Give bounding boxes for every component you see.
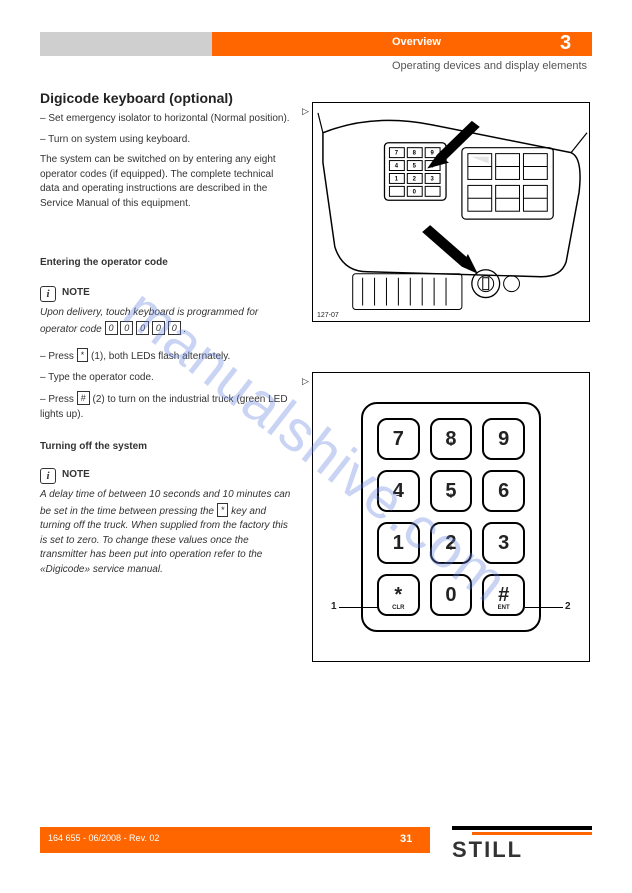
- svg-text:1: 1: [395, 176, 399, 182]
- keypad-key-6[interactable]: 6–: [482, 470, 525, 512]
- list-item: Set emergency isolator to horizontal (No…: [40, 112, 295, 127]
- header-band: [0, 32, 632, 56]
- keypad-key-7[interactable]: 7: [377, 418, 420, 460]
- keypad-key-8[interactable]: 8ı: [430, 418, 473, 460]
- note-block-1: i NOTE Upon delivery, touch keyboard is …: [40, 280, 295, 343]
- svg-text:3: 3: [430, 176, 434, 182]
- callout-line: [339, 607, 379, 608]
- chapter-number: 3: [560, 32, 571, 55]
- key-star: *: [217, 503, 229, 517]
- code-digit: 0: [136, 321, 149, 335]
- svg-text:8: 8: [413, 151, 417, 157]
- code-digit: 0: [120, 321, 133, 335]
- keypad-key-hash[interactable]: #ENT: [482, 574, 525, 616]
- text-block-2: Entering the operator code: [40, 256, 295, 277]
- keypad-key-5[interactable]: 5ı: [430, 470, 473, 512]
- code-digit: 0: [168, 321, 181, 335]
- callout-line: [525, 607, 563, 608]
- svg-text:2: 2: [413, 176, 417, 182]
- li-text: (1), both LEDs flash alternately.: [91, 351, 230, 362]
- section-title: Digicode keyboard (optional): [40, 90, 233, 106]
- svg-text:7: 7: [395, 151, 399, 157]
- keypad-key-9[interactable]: 9: [482, 418, 525, 460]
- list-item: Press * (1), both LEDs flash alternately…: [40, 348, 295, 365]
- li-text: Press: [48, 394, 76, 405]
- callout-2: 2: [565, 601, 571, 612]
- keypad: 7 8ı 9 4– 5ı 6– 1 2ı 3 *CLR 0 #ENT: [361, 402, 541, 632]
- logo-text: STILL: [452, 837, 592, 863]
- info-icon: i: [40, 468, 56, 484]
- logo-bar: [452, 826, 592, 830]
- note-text-b: .: [183, 324, 186, 335]
- figure-keypad: 7 8ı 9 4– 5ı 6– 1 2ı 3 *CLR 0 #ENT 1 2: [312, 372, 590, 662]
- text-block-3: Press * (1), both LEDs flash alternately…: [40, 348, 295, 428]
- footer-doc-id: 164 655 - 06/2008 - Rev. 02: [48, 833, 159, 843]
- svg-text:5: 5: [413, 164, 417, 170]
- figure-marker-icon: ▷: [302, 376, 309, 387]
- svg-text:0: 0: [413, 189, 417, 195]
- subheading: Entering the operator code: [40, 256, 295, 271]
- dashboard-illustration: 7 8 9 4 5 6 1 2 3 0: [313, 103, 589, 321]
- subheading: Turning off the system: [40, 440, 295, 455]
- header-grey-block: [40, 32, 212, 56]
- figure-dashboard: 7 8 9 4 5 6 1 2 3 0: [312, 102, 590, 322]
- svg-text:4: 4: [395, 164, 399, 170]
- keypad-key-0[interactable]: 0: [430, 574, 473, 616]
- list-item: Press # (2) to turn on the industrial tr…: [40, 391, 295, 422]
- li-text: Press: [48, 351, 76, 362]
- keypad-key-2[interactable]: 2ı: [430, 522, 473, 564]
- note-body: A delay time of between 10 seconds and 1…: [40, 488, 295, 577]
- keypad-key-3[interactable]: 3: [482, 522, 525, 564]
- keypad-key-star[interactable]: *CLR: [377, 574, 420, 616]
- list-item: Type the operator code.: [40, 371, 295, 386]
- text-block-1: Set emergency isolator to horizontal (No…: [40, 112, 295, 217]
- keypad-key-4[interactable]: 4–: [377, 470, 420, 512]
- text-block-4: Turning off the system: [40, 440, 295, 461]
- manual-page: Overview Operating devices and display e…: [0, 0, 632, 893]
- still-logo: STILL: [452, 826, 592, 863]
- footer-page-number: 31: [400, 833, 412, 845]
- arrow-icon: [427, 121, 480, 169]
- key-hash: #: [77, 391, 90, 405]
- code-digit: 0: [152, 321, 165, 335]
- code-digit: 0: [105, 321, 118, 335]
- paragraph: The system can be switched on by enterin…: [40, 153, 295, 211]
- list-item: Turn on system using keyboard.: [40, 133, 295, 148]
- note-body: Upon delivery, touch keyboard is program…: [40, 306, 295, 337]
- header-line1: Overview: [392, 36, 441, 48]
- figure-caption: 127-07: [317, 312, 339, 319]
- arrow-icon: [422, 225, 478, 274]
- note-text-a: Upon delivery, touch keyboard is program…: [40, 307, 258, 335]
- note-label: NOTE: [62, 286, 90, 301]
- note-label: NOTE: [62, 468, 90, 483]
- info-icon: i: [40, 286, 56, 302]
- keypad-key-1[interactable]: 1: [377, 522, 420, 564]
- note-block-2: i NOTE A delay time of between 10 second…: [40, 462, 295, 583]
- callout-1: 1: [331, 601, 337, 612]
- header-line2: Operating devices and display elements: [392, 60, 587, 72]
- logo-bar: [472, 832, 592, 835]
- figure-marker-icon: ▷: [302, 106, 309, 117]
- svg-text:9: 9: [430, 151, 434, 157]
- key-star: *: [77, 348, 89, 362]
